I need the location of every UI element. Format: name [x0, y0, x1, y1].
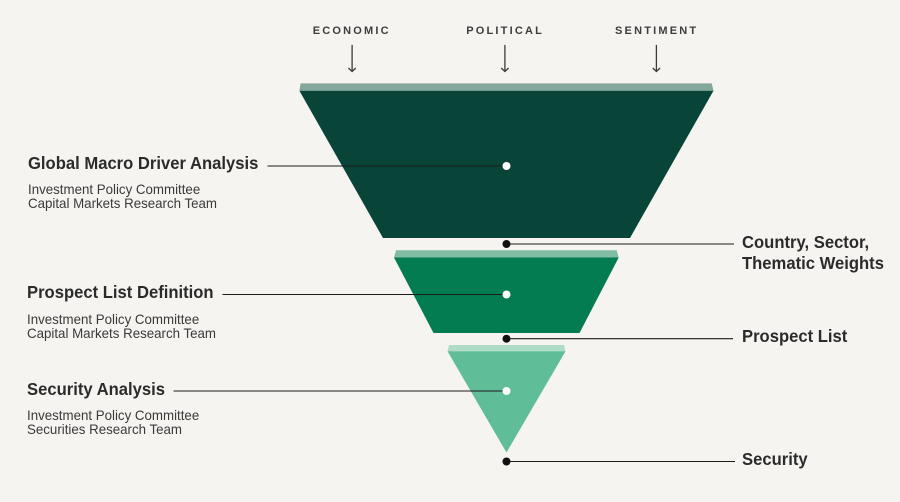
- stage3-team-line2: Securities Research Team: [27, 421, 182, 438]
- output-label-stage1: Country, Sector, Thematic Weights: [742, 232, 891, 274]
- stage3-team-line1: Investment Policy Committee: [27, 407, 200, 424]
- connector-dot-stage3: [502, 387, 511, 395]
- output-stage3-line1: Security: [742, 448, 808, 469]
- stage2-team: Investment Policy Committee Capital Marke…: [27, 312, 226, 340]
- output-stage2-line1: Prospect List: [742, 326, 848, 347]
- arrow-economic: [347, 44, 357, 73]
- stage1-title: Global Macro Driver Analysis: [27, 152, 271, 173]
- input-label-sentiment: SENTIMENT: [615, 24, 699, 37]
- stage2-title-text: Prospect List Definition: [27, 282, 214, 303]
- stage3-title-text: Security Analysis: [27, 378, 166, 399]
- stage1-team: Investment Policy Committee Capital Marke…: [28, 182, 227, 210]
- stage3-title: Security Analysis: [27, 378, 172, 399]
- stage2-team-line1: Investment Policy Committee: [27, 310, 200, 327]
- stage2-team-lines: Investment Policy Committee Capital Marke…: [27, 312, 216, 340]
- arrow-sentiment: [652, 44, 661, 73]
- connector-dot-output3: [502, 457, 511, 466]
- stage2-title: Prospect List Definition: [27, 284, 223, 302]
- connector-dot-output2: [502, 334, 511, 343]
- stage1-team-line1: Investment Policy Committee: [27, 181, 200, 198]
- stage1-title-text: Global Macro Driver Analysis: [27, 152, 258, 173]
- input-label-political: POLITICAL: [466, 24, 545, 37]
- funnel-tier1-top-face: [299, 83, 714, 91]
- stage3-team-lines: Investment Policy Committee Securities Re…: [27, 408, 199, 436]
- connector-dot-output1: [502, 240, 511, 248]
- funnel-tier2-top-face: [394, 250, 619, 258]
- output-label-stage2: Prospect List: [742, 328, 853, 346]
- stage3-team: Investment Policy Committee Securities Re…: [27, 408, 208, 436]
- stage1-team-line2: Capital Markets Research Team: [27, 195, 217, 212]
- funnel-tier3-top-face: [447, 345, 566, 352]
- stage1-team-lines: Investment Policy Committee Capital Marke…: [28, 182, 217, 210]
- connector-dot-stage1: [502, 162, 511, 170]
- connector-dot-stage2: [502, 290, 511, 299]
- output-stage1-line1: Country, Sector,: [742, 231, 870, 252]
- output-stage1-line2: Thematic Weights: [742, 252, 884, 273]
- funnel-tier3-body: [447, 351, 566, 453]
- output-label-stage3: Security: [742, 448, 811, 469]
- input-label-economic: ECONOMIC: [312, 24, 391, 37]
- stage2-team-line2: Capital Markets Research Team: [27, 324, 216, 341]
- arrow-political: [500, 44, 510, 73]
- output-label-stage1-lines: Country, Sector, Thematic Weights: [742, 232, 884, 274]
